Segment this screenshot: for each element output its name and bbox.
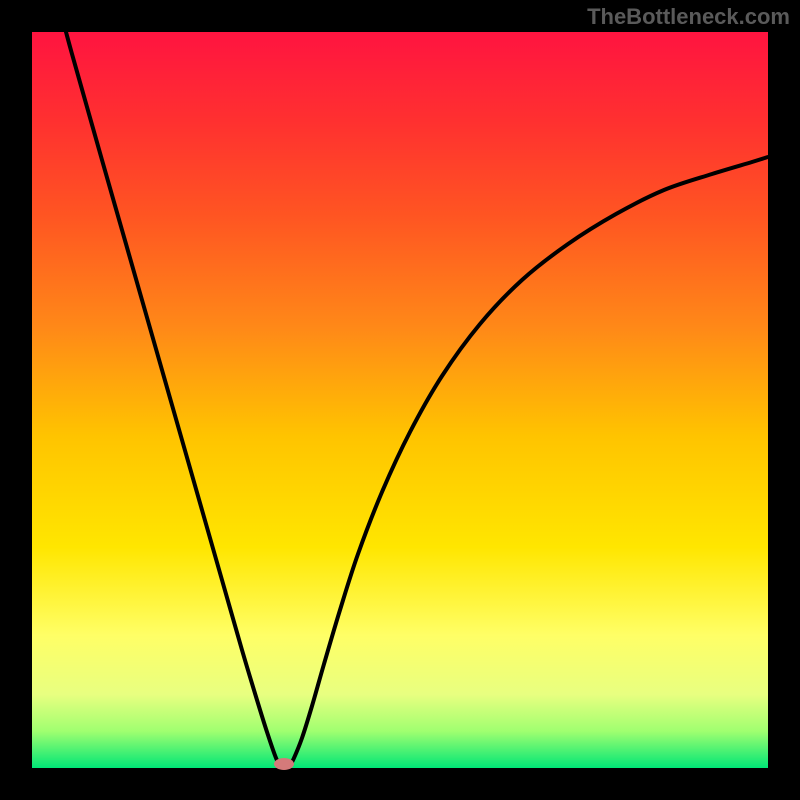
figure-container: TheBottleneck.com xyxy=(0,0,800,800)
bottleneck-chart xyxy=(0,0,800,800)
watermark-text: TheBottleneck.com xyxy=(587,4,790,30)
optimum-marker xyxy=(274,758,294,770)
plot-background xyxy=(32,32,768,768)
